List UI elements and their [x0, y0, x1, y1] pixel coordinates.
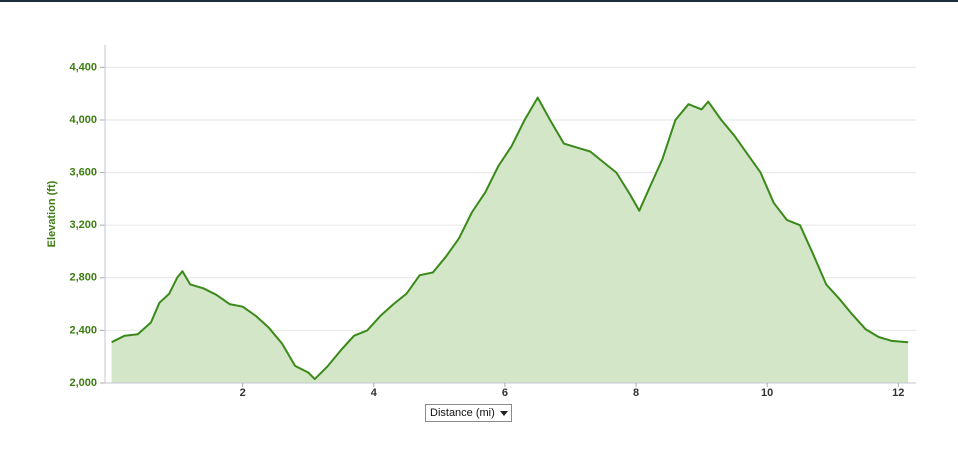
x-tick-label: 2: [240, 387, 246, 399]
elevation-line: [111, 96, 909, 381]
x-tick-label: 8: [633, 387, 639, 399]
x-axis-label[interactable]: Distance (mi): [430, 407, 495, 419]
x-tick-label: 4: [371, 387, 378, 399]
y-tick-label: 2,000: [69, 377, 97, 389]
x-tick-label: 6: [502, 387, 508, 399]
dropdown-box[interactable]: [425, 404, 512, 422]
x-axis-dropdown[interactable]: Distance (mi): [425, 404, 512, 422]
y-tick-label: 2,800: [69, 272, 97, 284]
area-fill: [111, 97, 909, 383]
y-tick-label: 4,400: [69, 61, 97, 73]
top-border: [0, 0, 958, 2]
y-tick-label: 4,000: [69, 114, 97, 126]
x-tick-label: 12: [892, 387, 904, 399]
dropdown-arrow[interactable]: [500, 411, 508, 416]
y-tick-label: 3,600: [69, 166, 97, 178]
y-tick-label: 3,200: [69, 219, 97, 231]
y-tick-label: 2,400: [69, 324, 97, 336]
y-axis-label: Elevation (ft): [46, 180, 58, 247]
x-tick-label: 10: [761, 387, 773, 399]
